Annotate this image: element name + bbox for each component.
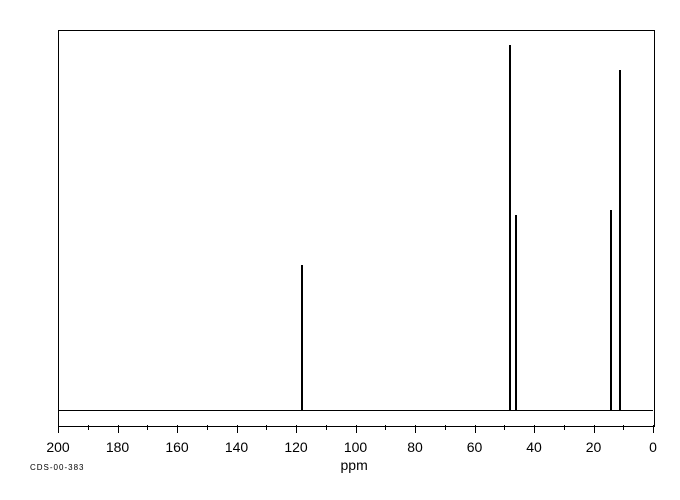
x-tick-minor — [564, 425, 565, 430]
x-tick-label: 120 — [284, 439, 307, 455]
x-tick-label: 160 — [165, 439, 188, 455]
x-tick-minor — [385, 425, 386, 430]
x-tick-minor — [504, 425, 505, 430]
peak — [509, 45, 511, 410]
x-tick-minor — [326, 425, 327, 430]
x-tick-label: 40 — [526, 439, 542, 455]
x-tick-minor — [266, 425, 267, 430]
peak — [301, 265, 303, 410]
x-tick-major — [534, 425, 535, 433]
x-tick-minor — [623, 425, 624, 430]
x-tick-minor — [207, 425, 208, 430]
x-tick-label: 60 — [467, 439, 483, 455]
x-tick-major — [177, 425, 178, 433]
x-tick-major — [58, 425, 59, 433]
peak — [619, 70, 621, 410]
x-tick-major — [653, 425, 654, 433]
x-tick-label: 20 — [586, 439, 602, 455]
x-tick-major — [296, 425, 297, 433]
x-tick-minor — [88, 425, 89, 430]
x-tick-label: 200 — [46, 439, 69, 455]
x-tick-major — [475, 425, 476, 433]
x-tick-major — [118, 425, 119, 433]
x-tick-label: 140 — [225, 439, 248, 455]
x-tick-minor — [445, 425, 446, 430]
x-tick-major — [415, 425, 416, 433]
peak — [515, 215, 517, 410]
x-tick-label: 100 — [344, 439, 367, 455]
chart-container: 0 20 40 60 80 100 120 140 160 180 200 ppm CDS-00-3… — [0, 0, 680, 500]
x-axis-label: ppm — [341, 457, 368, 473]
x-tick-label: 0 — [649, 439, 657, 455]
footer-code: CDS-00-383 — [30, 463, 84, 472]
peak — [610, 210, 612, 410]
x-tick-label: 180 — [106, 439, 129, 455]
x-tick-major — [594, 425, 595, 433]
x-tick-label: 80 — [407, 439, 423, 455]
plot-area — [58, 30, 655, 427]
x-tick-minor — [147, 425, 148, 430]
baseline — [58, 410, 653, 411]
x-tick-major — [237, 425, 238, 433]
x-tick-major — [356, 425, 357, 433]
